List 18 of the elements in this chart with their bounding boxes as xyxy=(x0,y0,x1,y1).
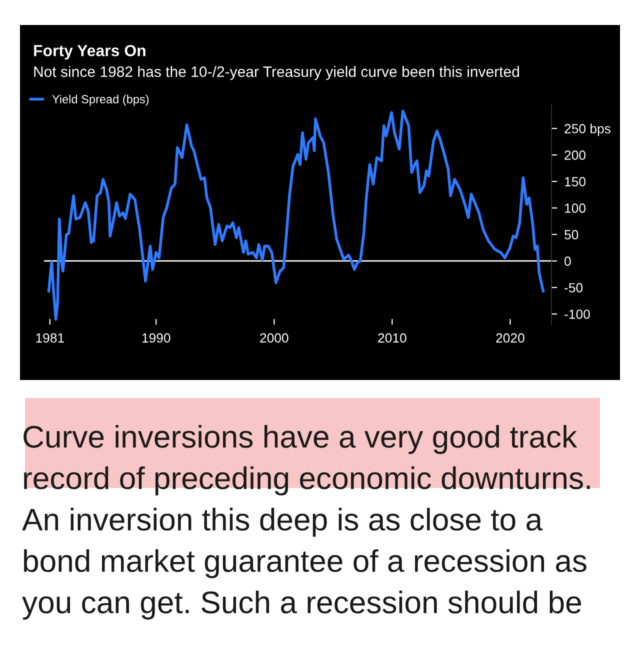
x-tick-label: 2000 xyxy=(260,333,288,343)
x-tick-label: 1981 xyxy=(36,333,64,343)
legend-label: Yield Spread (bps) xyxy=(52,94,149,106)
x-tick-label: 2020 xyxy=(496,333,524,343)
y-tick-label: 150 xyxy=(565,177,586,186)
y-tick-label: 0 xyxy=(564,256,571,266)
chart-title: Forty Years On xyxy=(34,44,146,60)
x-tick-label: 2010 xyxy=(378,333,406,343)
y-tick-label: 200 xyxy=(564,150,586,160)
y-tick-label: 250 bps xyxy=(564,124,610,136)
y-tick-label: 100 xyxy=(565,204,586,213)
chart-subtitle: Not since 1982 has the 10-/2-year Treasury yield curve been this inverted xyxy=(34,66,519,80)
text: Curve inversions have a very good track record of preceding economic downturns. An inversion this deep is as close to a bond market guarantee of a recession as you can get. Such a recession should be xyxy=(22,425,590,620)
y-tick-label: -50 xyxy=(564,283,583,292)
x-tick-label: 1990 xyxy=(142,333,170,343)
y-tick-label: -100 xyxy=(564,310,590,319)
line-series xyxy=(47,110,545,321)
y-tick-label: 50 xyxy=(564,230,578,240)
